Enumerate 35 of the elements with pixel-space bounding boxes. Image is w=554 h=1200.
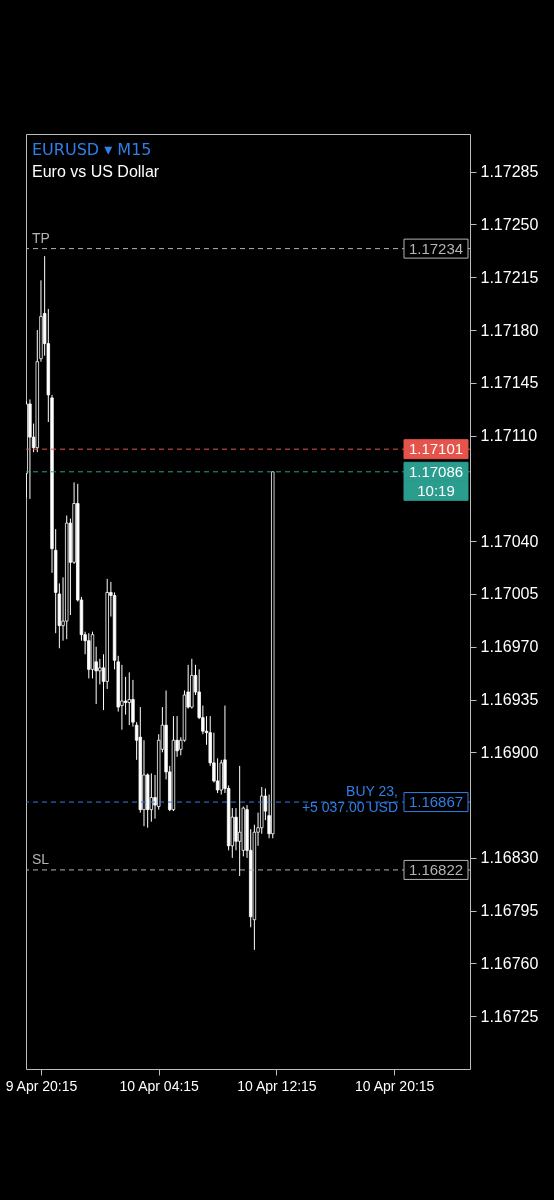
annotation: 1.16822	[408, 860, 464, 878]
candlestick	[149, 772, 154, 823]
candlestick	[120, 664, 124, 731]
text: Euro vs US Dollar	[32, 163, 160, 180]
x-tick-label: 10 Apr 12:15	[237, 1077, 317, 1094]
y-tick-label: 1.16830	[480, 849, 539, 867]
ref-line-label: SL	[32, 850, 50, 867]
y-tick-label: 1.17110	[480, 427, 538, 445]
y-tick-label: 1.16760	[480, 954, 539, 972]
y-tick-label: 1.17040	[480, 532, 539, 550]
annotation: 1.17234	[408, 239, 464, 257]
y-tick-label: 1.17005	[480, 585, 539, 603]
x-tick-label: 10 Apr 04:15	[119, 1077, 200, 1094]
y-tick-label: 1.17180	[480, 321, 539, 339]
y-tick-label: 1.16725	[480, 1007, 539, 1025]
y-tick-label: 1.16935	[480, 691, 539, 709]
ref-line-label: BUY 23, +5 037.00 USD	[301, 783, 398, 816]
y-tick-label: 1.16900	[480, 743, 539, 761]
chart-title: EURUSD ▾ M15	[32, 140, 152, 159]
y-tick-label: 1.17285	[480, 163, 539, 181]
candlestick	[127, 671, 131, 726]
annotation: 1.16867	[408, 793, 464, 811]
y-tick-label: 1.17145	[480, 374, 539, 392]
candlestick	[98, 658, 102, 685]
x-tick-label: 9 Apr 20:15	[5, 1077, 78, 1094]
ref-line-label: TP	[32, 229, 50, 246]
annotation: 1.17101	[408, 440, 464, 458]
candlestick	[123, 676, 128, 716]
x-tick-label: 10 Apr 20:15	[355, 1077, 435, 1094]
y-tick-label: 1.17250	[480, 215, 539, 233]
y-tick-label: 1.16795	[480, 902, 539, 920]
y-tick-label: 1.17215	[480, 268, 539, 286]
annotation: 10:19	[417, 481, 455, 499]
y-tick-label: 1.16970	[480, 638, 539, 656]
annotation: 1.17086	[408, 462, 464, 480]
